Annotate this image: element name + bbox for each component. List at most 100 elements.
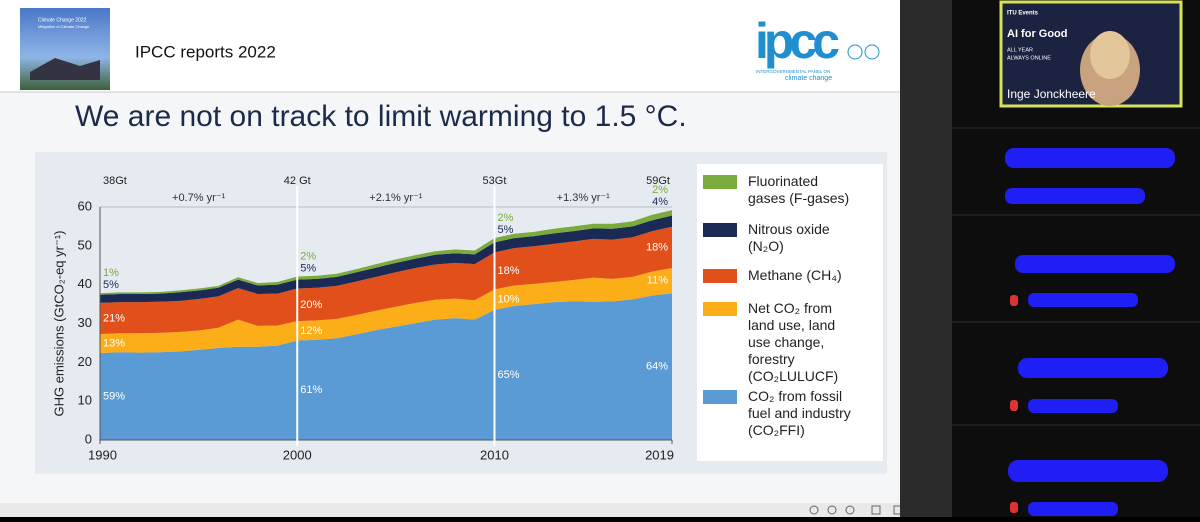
area-series xyxy=(100,267,672,354)
tagline1: ALL YEAR xyxy=(1007,47,1033,53)
share-label: 65% xyxy=(497,369,519,381)
legend-swatch xyxy=(703,269,737,283)
x-tick-label: 1990 xyxy=(88,447,117,462)
muted-mic xyxy=(1010,502,1018,513)
total-label: 42 Gt xyxy=(284,175,311,187)
y-tick-label: 60 xyxy=(78,198,92,213)
slide-canvas: Climate Change 2022 Mitigation of Climat… xyxy=(0,0,903,517)
legend-item: CO₂ from fossil fuel and industry (CO₂FF… xyxy=(703,388,879,439)
redaction xyxy=(1028,399,1118,413)
tagline2: ALWAYS ONLINE xyxy=(1007,55,1051,61)
y-tick-label: 50 xyxy=(78,237,92,252)
share-label: 59% xyxy=(103,390,125,402)
share-label: 5% xyxy=(103,279,119,291)
speaker-name: Inge Jonckheere xyxy=(1007,87,1096,101)
ipcc-logo-line1: INTERGOVERNMENTAL PANEL ON xyxy=(756,69,830,74)
y-tick-label: 20 xyxy=(78,354,92,369)
slide: Climate Change 2022 Mitigation of Climat… xyxy=(0,0,903,517)
ipcc-logo xyxy=(752,15,880,83)
growth-rate: +1.3% yr⁻¹ xyxy=(557,192,611,204)
share-label: 11% xyxy=(647,274,668,286)
growth-rate: +2.1% yr⁻¹ xyxy=(369,192,423,204)
redaction xyxy=(1008,460,1168,482)
unep-emblem xyxy=(864,44,880,60)
redaction xyxy=(1028,502,1118,516)
y-tick-label: 0 xyxy=(85,431,92,446)
legend-swatch xyxy=(703,390,737,404)
ipcc-logo-line2: climate change xyxy=(785,75,832,82)
share-label: 13% xyxy=(103,337,125,349)
thumbnail-subtitle: Mitigation of Climate Change xyxy=(38,24,90,29)
legend-item: Methane (CH₄) xyxy=(703,267,879,284)
share-label: 5% xyxy=(497,224,513,236)
menu-button[interactable] xyxy=(827,505,837,515)
share-label: 12% xyxy=(300,325,322,337)
event-name: AI for Good xyxy=(1007,28,1068,40)
share-label: 5% xyxy=(300,262,316,274)
redaction xyxy=(1005,188,1145,204)
x-tick-label: 2010 xyxy=(480,447,509,462)
share-label: 18% xyxy=(646,241,668,253)
legend-item: Fluorinated gases (F-gases) xyxy=(703,173,879,207)
legend-label: CO₂ from fossil fuel and industry (CO₂FF… xyxy=(748,388,851,438)
slide-header-text: IPCC reports 2022 xyxy=(135,42,276,61)
share-label: 2% xyxy=(652,184,668,196)
total-label: 38Gt xyxy=(103,175,127,187)
participant-list xyxy=(952,127,1200,426)
slide-header xyxy=(0,0,900,92)
next-button[interactable] xyxy=(845,505,855,515)
share-label: 1% xyxy=(103,267,119,279)
y-tick-label: 10 xyxy=(78,393,92,408)
y-tick-label: 40 xyxy=(78,276,92,291)
share-label: 64% xyxy=(646,361,668,373)
muted-mic xyxy=(1010,400,1018,411)
thumbnail-house xyxy=(30,58,100,80)
brand: ITU Events xyxy=(1007,11,1039,17)
legend-label: Methane (CH₄) xyxy=(748,267,842,283)
area-series xyxy=(100,293,672,440)
thumbnail-title: Climate Change 2022 xyxy=(38,17,87,23)
redaction xyxy=(1015,255,1175,273)
legend: Fluorinated gases (F-gases) Nitrous oxide… xyxy=(697,164,883,461)
share-label: 2% xyxy=(300,250,316,262)
y-tick-label: 30 xyxy=(78,315,92,330)
share-label: 61% xyxy=(300,384,322,396)
panel-gutter xyxy=(900,0,952,517)
area-series xyxy=(100,215,672,303)
side-panel: ITU Events AI for Good ALL YEAR ALWAYS O… xyxy=(900,0,1200,517)
share-label: 21% xyxy=(103,312,125,324)
share-label: 4% xyxy=(652,196,668,208)
wmo-emblem xyxy=(847,44,863,60)
view-normal[interactable] xyxy=(871,505,881,515)
share-label: 20% xyxy=(300,299,322,311)
x-tick-label: 2000 xyxy=(283,447,312,462)
y-axis-label: GHG emissions (GtCO₂-eq yr⁻¹) xyxy=(51,231,66,417)
prev-button[interactable] xyxy=(809,505,819,515)
mute-icons xyxy=(1010,295,1018,513)
legend-swatch xyxy=(703,302,737,316)
total-label: 53Gt xyxy=(483,175,507,187)
growth-rate: +0.7% yr⁻¹ xyxy=(172,192,226,204)
legend-label: Fluorinated gases (F-gases) xyxy=(748,173,850,206)
area-series xyxy=(100,226,672,334)
legend-item: Nitrous oxide (N₂O) xyxy=(703,221,879,255)
legend-label: Nitrous oxide (N₂O) xyxy=(748,221,830,254)
legend-item: Net CO₂ from land use, land use change, … xyxy=(703,300,879,385)
legend-swatch xyxy=(703,175,737,189)
share-label: 18% xyxy=(497,265,519,277)
legend-swatch xyxy=(703,223,737,237)
redactions xyxy=(1005,148,1175,516)
muted-mic xyxy=(1010,295,1018,306)
redaction xyxy=(1028,293,1138,307)
share-label: 10% xyxy=(497,294,519,306)
redaction xyxy=(1018,358,1168,378)
redaction xyxy=(1005,148,1175,168)
speaker-face xyxy=(1090,31,1130,79)
slide-toolbar xyxy=(0,503,900,517)
ipcc-logo-text: ipcc xyxy=(755,13,840,69)
total-label: 59Gt xyxy=(646,175,670,187)
share-label: 2% xyxy=(497,212,513,224)
x-tick-label: 2019 xyxy=(645,447,674,462)
legend-label: Net CO₂ from land use, land use change, … xyxy=(748,300,839,384)
